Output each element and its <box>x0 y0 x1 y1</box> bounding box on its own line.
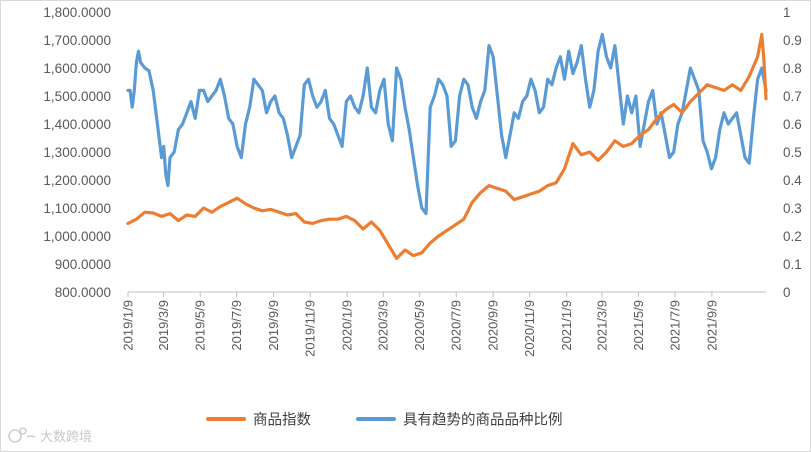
legend-label-trend-ratio: 具有趋势的商品品种比例 <box>403 412 563 429</box>
x-axis-tick-label: 2020/5/9 <box>412 300 427 351</box>
left-axis: 800.0000 900.0000 1,000.0000 1,100.0000 1,20… <box>43 5 111 300</box>
x-axis-tick-label: 2020/9/9 <box>486 300 501 351</box>
left-axis-tick-label: 800.0000 <box>55 285 111 300</box>
right-axis-tick-label: 1 <box>783 5 791 20</box>
x-axis-tick-label: 2021/3/9 <box>594 300 609 351</box>
right-axis-tick-label: 0.8 <box>783 61 802 76</box>
left-axis-tick-label: 1,800.0000 <box>43 5 111 20</box>
left-axis-tick-label: 1,200.0000 <box>43 173 111 188</box>
right-axis-tick-label: 0.5 <box>783 145 802 160</box>
legend-label-commodity-index: 商品指数 <box>253 412 311 429</box>
right-axis-tick-label: 0.2 <box>783 229 802 244</box>
left-axis-tick-label: 1,600.0000 <box>43 61 111 76</box>
series-layer <box>126 32 768 260</box>
x-axis-tick-label: 2020/1/9 <box>340 300 355 351</box>
x-axis-tick-label: 2019/3/9 <box>156 300 171 351</box>
left-axis-tick-label: 900.0000 <box>55 257 111 272</box>
right-axis-tick-label: 0 <box>783 285 791 300</box>
right-axis-tick-label: 0.1 <box>783 257 802 272</box>
x-axis: 2019/1/9 2019/3/9 2019/5/9 2019/7/9 2019/9/9… <box>121 292 719 357</box>
series-line-commodity-index <box>126 32 768 260</box>
x-axis-tick-label: 2021/7/9 <box>667 300 682 351</box>
watermark-logo-icon <box>8 427 36 443</box>
legend: 商品指数 具有趋势的商品品种比例 <box>206 412 563 429</box>
x-axis-tick-label: 2019/5/9 <box>193 300 208 351</box>
right-axis-tick-label: 0.6 <box>783 117 802 132</box>
x-axis-tick-label: 2019/11/9 <box>303 300 318 357</box>
watermark-text: 大数跨境 <box>40 430 92 445</box>
x-axis-tick-label: 2020/7/9 <box>449 300 464 351</box>
right-axis-tick-label: 0.3 <box>783 201 802 216</box>
left-axis-tick-label: 1,400.0000 <box>43 117 111 132</box>
x-axis-tick-label: 2021/5/9 <box>631 300 646 351</box>
left-axis-tick-label: 1,500.0000 <box>43 89 111 104</box>
x-axis-tick-label: 2021/9/9 <box>704 300 719 351</box>
x-axis-tick-label: 2020/11/9 <box>522 300 537 357</box>
left-axis-tick-label: 1,100.0000 <box>43 201 111 216</box>
x-axis-tick-label: 2019/7/9 <box>229 300 244 351</box>
left-axis-tick-label: 1,300.0000 <box>43 145 111 160</box>
right-axis-tick-label: 0.7 <box>783 89 802 104</box>
x-axis-tick-label: 2019/1/9 <box>121 300 136 351</box>
right-axis-tick-label: 0.4 <box>783 173 802 188</box>
right-axis: 0 0.1 0.2 0.3 0.4 0.5 0.6 0.7 0.8 0.9 1 <box>783 5 802 300</box>
watermark: 大数跨境 <box>8 427 92 445</box>
x-axis-tick-label: 2019/9/9 <box>266 300 281 351</box>
left-axis-tick-label: 1,700.0000 <box>43 33 111 48</box>
left-axis-tick-label: 1,000.0000 <box>43 229 111 244</box>
right-axis-tick-label: 0.9 <box>783 33 802 48</box>
x-axis-tick-label: 2020/3/9 <box>376 300 391 351</box>
x-axis-tick-label: 2021/1/9 <box>559 300 574 351</box>
